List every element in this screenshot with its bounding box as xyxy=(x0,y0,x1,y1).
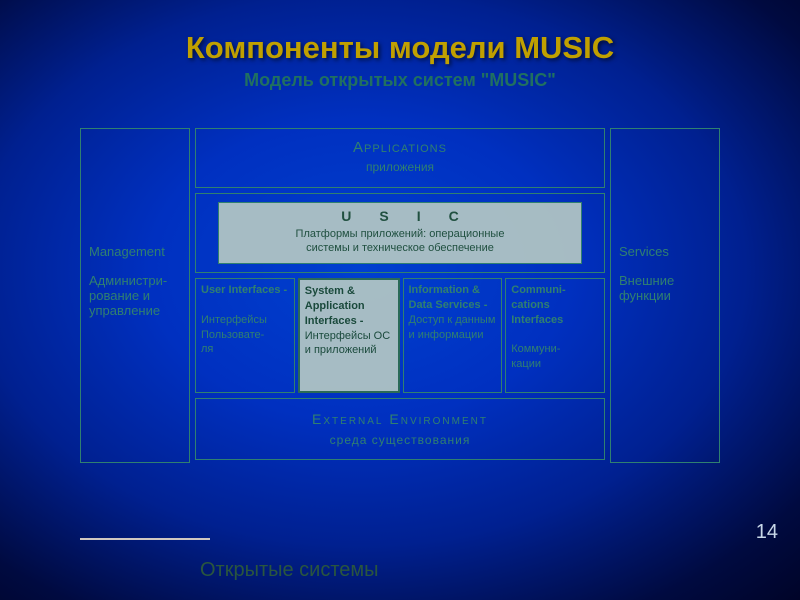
cell-1-en: System & Application Interfaces - xyxy=(305,285,365,327)
external-env-box: External Environment среда существования xyxy=(195,398,605,460)
cell-info-data: Information & Data Services - Доступ к д… xyxy=(403,278,503,393)
cell-1-ru: Интерфейсы ОС и приложений xyxy=(305,330,390,357)
diagram-subtitle: Модель открытых систем "MUSIC" xyxy=(0,70,800,91)
services-ru: Внешние функции xyxy=(619,273,711,303)
management-column: Management Администри- рование и управле… xyxy=(80,128,190,463)
services-en: Services xyxy=(619,244,711,259)
external-sub: среда существования xyxy=(196,433,604,447)
footer-text: Открытые системы xyxy=(200,559,379,582)
applications-box: Applications приложения xyxy=(195,128,605,188)
cell-3-en: Communi- cations Interfaces xyxy=(511,284,565,326)
cell-0-en: User Interfaces - xyxy=(201,284,287,296)
cell-system-application: System & Application Interfaces - Интерф… xyxy=(298,278,400,393)
applications-sub: приложения xyxy=(196,160,604,174)
cell-3-ru: Коммуни- кации xyxy=(511,343,560,370)
platform-outer: USIC Платформы приложений: операционные … xyxy=(195,193,605,273)
platform-text: Платформы приложений: операционные систе… xyxy=(219,227,581,256)
services-column: Services Внешние функции xyxy=(610,128,720,463)
page-number: 14 xyxy=(756,521,778,544)
interfaces-row: User Interfaces - Интерфейсы Пользовате-… xyxy=(195,278,605,393)
cell-communications: Communi- cations Interfaces Коммуни- кац… xyxy=(505,278,605,393)
center-stack: Applications приложения USIC Платформы п… xyxy=(195,128,605,460)
cell-0-ru: Интерфейсы Пользовате- ля xyxy=(201,314,267,356)
cell-user-interfaces: User Interfaces - Интерфейсы Пользовате-… xyxy=(195,278,295,393)
management-ru: Администри- рование и управление xyxy=(89,273,181,318)
cell-2-ru: Доступ к данным и информации xyxy=(409,314,496,341)
cell-2-en: Information & Data Services - xyxy=(409,284,488,311)
usic-letters: USIC xyxy=(219,208,581,224)
slide-title: Компоненты модели MUSIC xyxy=(0,0,800,66)
platform-inner: USIC Платформы приложений: операционные … xyxy=(218,202,582,264)
external-heading: External Environment xyxy=(196,411,604,427)
applications-heading: Applications xyxy=(196,139,604,156)
footer-divider xyxy=(80,538,210,540)
music-diagram: Management Администри- рование и управле… xyxy=(80,128,720,508)
management-en: Management xyxy=(89,244,181,259)
